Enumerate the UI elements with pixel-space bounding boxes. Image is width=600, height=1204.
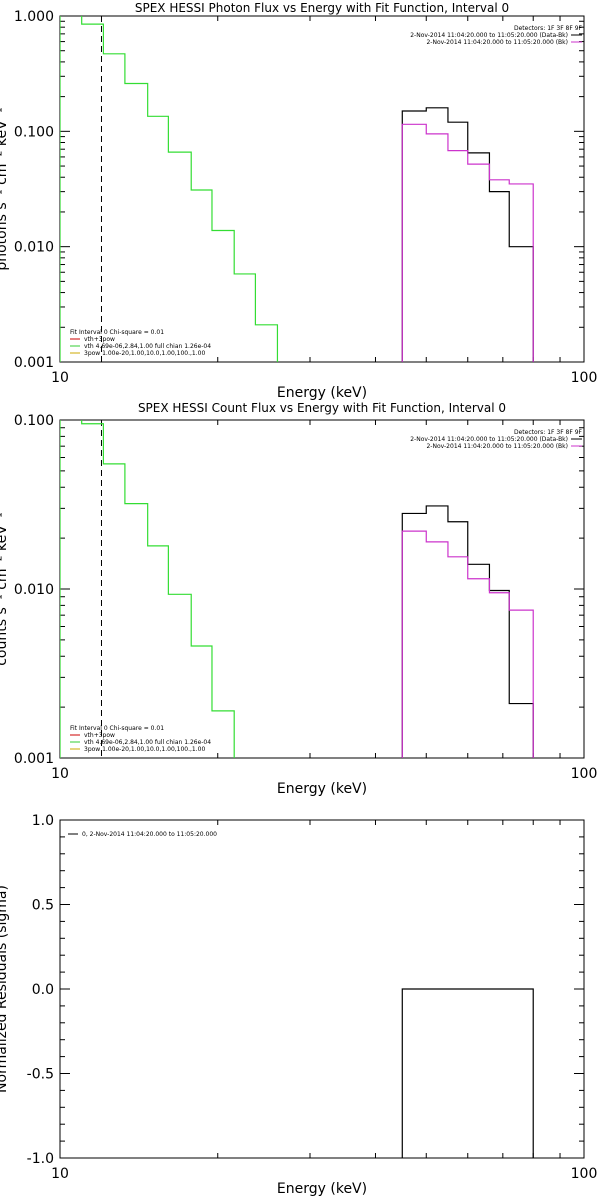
- photon-series-0: [60, 16, 279, 362]
- count-series-0: [60, 420, 257, 758]
- resid-legend-top-left-entry-0: 0, 2-Nov-2014 11:04:20.000 to 11:05:20.0…: [82, 831, 217, 838]
- count-legend-top-right-title: Detectors: 1F 3F 8F 9F: [514, 429, 583, 436]
- count-legend-bottom-left-entry-2: 3pow 1.00e-20,1.00,10.0,1.00,100.,1.00: [84, 746, 205, 753]
- resid-xtick-label-1: 100: [571, 1166, 598, 1182]
- photon-legend-bottom-left-entry-2: 3pow 1.00e-20,1.00,10.0,1.00,100.,1.00: [84, 350, 205, 357]
- count-ytick-label-1: 0.010: [14, 582, 54, 598]
- resid-ylabel: Normalized Residuals (sigma): [0, 885, 10, 1093]
- photon-legend-top-right-title: Detectors: 1F 3F 8F 9F: [514, 25, 583, 32]
- photon-plot-frame: [59, 15, 585, 363]
- photon-xtick-label-1: 100: [571, 370, 598, 386]
- photon-ytick-label-3: 1.000: [14, 9, 54, 25]
- count-legend-bottom-left-title: Fit Interval 0 Chi-square = 0.01: [70, 725, 164, 732]
- count-xlabel: Energy (keV): [277, 781, 367, 797]
- photon-legend-bottom-left-entry-0: vth+3pow: [84, 336, 115, 343]
- count-plot-frame: [59, 419, 585, 759]
- photon-series-2: [401, 123, 534, 362]
- resid-xtick-label-0: 10: [51, 1166, 69, 1182]
- count-legend-bottom-left-entry-1: vth 4.69e-06,2.84,1.00 full chian 1.26e-…: [84, 739, 211, 746]
- count-legend-top-right-entry-0: 2-Nov-2014 11:04:20.000 to 11:05:20.000 …: [410, 436, 568, 443]
- photon-series-1: [401, 107, 534, 362]
- photon-legend-top-right-entry-0: 2-Nov-2014 11:04:20.000 to 11:05:20.000 …: [410, 32, 568, 39]
- count-ytick-label-2: 0.100: [14, 413, 54, 429]
- count-legend-top-right-entry-1: 2-Nov-2014 11:04:20.000 to 11:05:20.000 …: [426, 443, 568, 450]
- count-title: SPEX HESSI Count Flux vs Energy with Fit…: [138, 401, 506, 415]
- resid-series-0: [401, 988, 534, 1158]
- photon-legend-bottom-left-title: Fit Interval 0 Chi-square = 0.01: [70, 329, 164, 336]
- photon-legend-bottom-left-entry-1: vth 4.69e-06,2.84,1.00 full chian 1.26e-…: [84, 343, 211, 350]
- count-xtick-label-1: 100: [571, 766, 598, 782]
- count-ytick-label-0: 0.001: [14, 751, 54, 767]
- count-series-2: [401, 530, 534, 758]
- photon-xlabel: Energy (keV): [277, 385, 367, 401]
- photon-ytick-label-0: 0.001: [14, 355, 54, 371]
- photon-xtick-label-0: 10: [51, 370, 69, 386]
- resid-ytick-label-3: 0.5: [32, 898, 54, 914]
- photon-ytick-label-1: 0.010: [14, 240, 54, 256]
- resid-ytick-label-2: 0.0: [32, 982, 54, 998]
- resid-ytick-label-1: -0.5: [27, 1067, 54, 1083]
- count-ylabel: counts s⁻¹ cm⁻² keV⁻¹: [0, 512, 10, 666]
- resid-xlabel: Energy (keV): [277, 1181, 367, 1197]
- photon-title: SPEX HESSI Photon Flux vs Energy with Fi…: [135, 1, 509, 15]
- count-legend-bottom-left-entry-0: vth+3pow: [84, 732, 115, 739]
- count-series-1: [401, 505, 534, 758]
- count-xtick-label-0: 10: [51, 766, 69, 782]
- photon-legend-top-right-entry-1: 2-Nov-2014 11:04:20.000 to 11:05:20.000 …: [426, 39, 568, 46]
- resid-ytick-label-4: 1.0: [32, 813, 54, 829]
- photon-ylabel: photons s⁻¹ cm⁻² keV⁻¹: [0, 107, 10, 270]
- resid-ytick-label-0: -1.0: [27, 1151, 54, 1167]
- photon-ytick-label-2: 0.100: [14, 124, 54, 140]
